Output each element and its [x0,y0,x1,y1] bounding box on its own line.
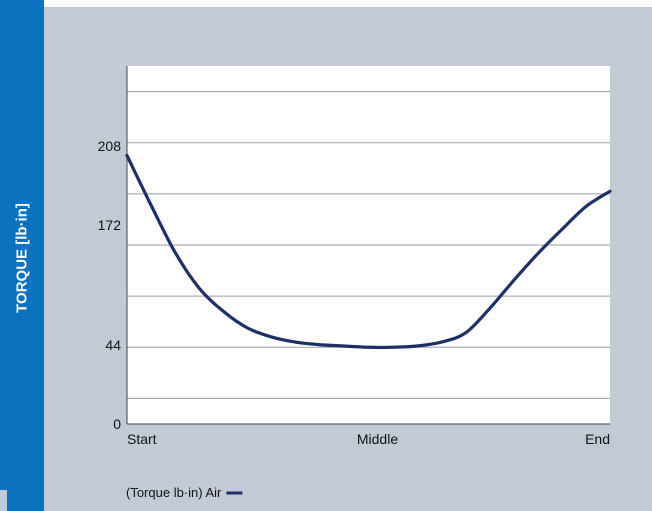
axes [126,66,610,425]
y-tick-label: 172 [98,217,122,233]
x-tick-label: Middle [357,431,398,447]
x-tick-label: Start [127,431,157,447]
x-tick-label: End [585,431,610,447]
tick-labels: 208 172 44 0 Start Middle End [98,138,610,447]
gridlines [127,91,610,399]
side-bar-corner [0,490,7,511]
series-layer [125,153,612,350]
y-tick-label: 0 [113,416,121,432]
legend-label: (Torque lb·in) Air [126,485,222,500]
y-axis-side-bar: TORQUE [lb·in] [0,0,44,511]
series-line-air [125,153,612,350]
legend: (Torque lb·in) Air [126,485,243,500]
y-tick-label: 44 [105,337,121,353]
y-tick-label: 208 [98,138,122,154]
